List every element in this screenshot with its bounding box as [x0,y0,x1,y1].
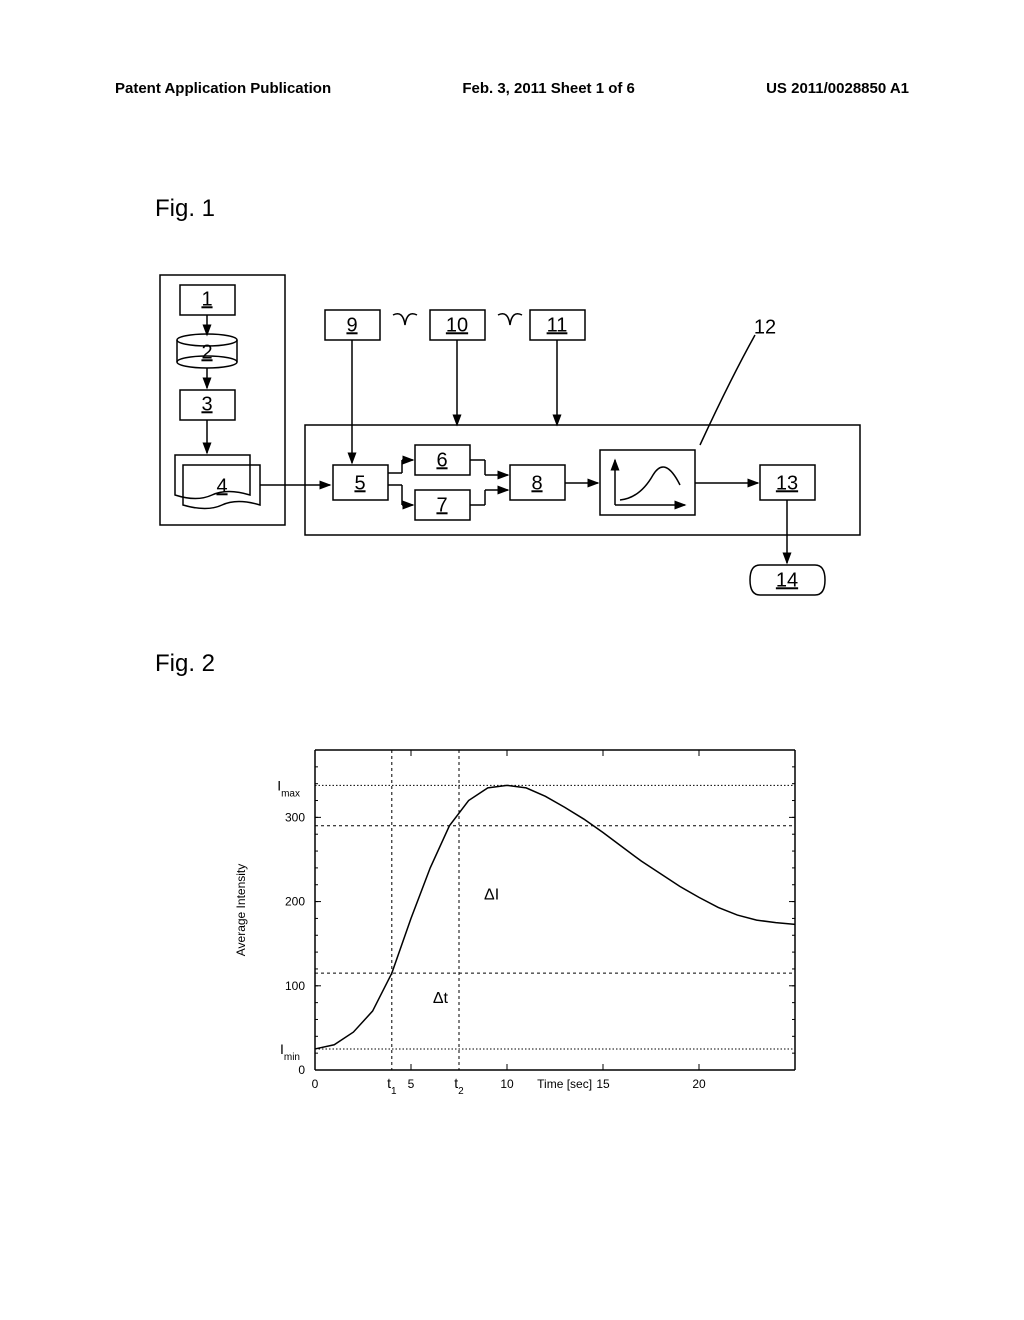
svg-text:15: 15 [596,1077,610,1091]
header-left: Patent Application Publication [115,80,331,97]
block-14: 14 [776,569,798,591]
block-10: 10 [446,314,468,336]
svg-text:300: 300 [285,810,305,824]
svg-text:5: 5 [408,1077,415,1091]
svg-text:t1: t1 [387,1075,397,1097]
header-center: Feb. 3, 2011 Sheet 1 of 6 [462,80,635,97]
fig2-chart: 0 100 200 300 0 5 10 15 20 Time [sec] Average Inte… [220,720,840,1140]
svg-text:Δt: Δt [433,990,449,1007]
block-2: 2 [201,341,212,363]
block-4: 4 [216,475,227,497]
block-1: 1 [201,288,212,310]
svg-text:Imax: Imax [277,777,300,799]
block-9: 9 [346,314,357,336]
block-7: 7 [436,494,447,516]
block-3: 3 [201,393,212,415]
block-6: 6 [436,449,447,471]
svg-text:Imin: Imin [280,1041,300,1063]
svg-text:10: 10 [500,1077,514,1091]
header-right: US 2011/0028850 A1 [766,80,909,97]
fig1-diagram: 1 2 3 4 5 6 7 [155,270,875,610]
svg-text:100: 100 [285,979,305,993]
fig2-label: Fig. 2 [155,650,215,678]
block-5: 5 [354,472,365,494]
block-11: 11 [547,314,568,336]
svg-text:Time [sec]: Time [sec] [537,1077,592,1091]
svg-text:t2: t2 [454,1075,464,1097]
svg-text:0: 0 [312,1077,319,1091]
block-13: 13 [776,472,798,494]
block-12: 12 [754,316,776,338]
svg-text:Average Intensity: Average Intensity [234,864,248,957]
block-8: 8 [531,472,542,494]
svg-text:20: 20 [692,1077,706,1091]
svg-text:0: 0 [298,1063,305,1077]
svg-text:ΔI: ΔI [484,886,499,903]
fig1-label: Fig. 1 [155,195,215,223]
svg-text:200: 200 [285,895,305,909]
